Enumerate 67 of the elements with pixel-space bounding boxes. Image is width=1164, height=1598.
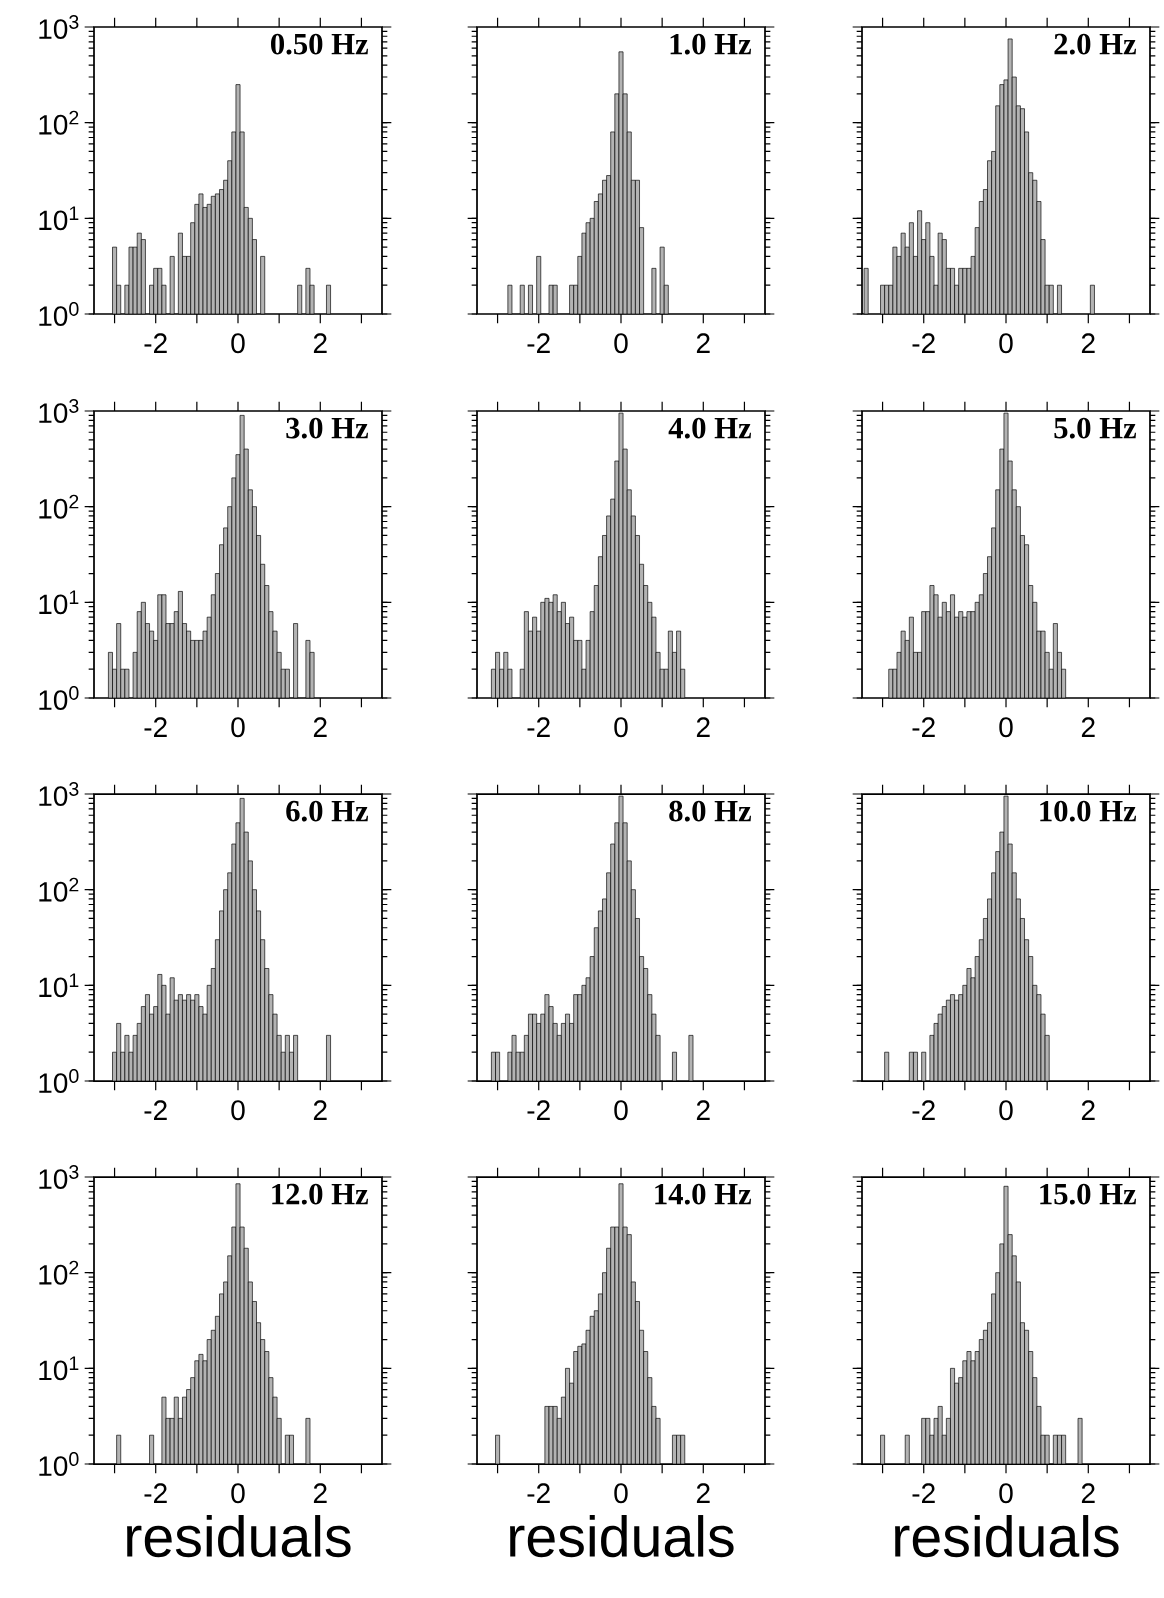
x-axis-title: residuals	[895, 1515, 1119, 1558]
x-tick-label: 0	[999, 333, 1013, 354]
x-tick-label: 2	[313, 333, 327, 353]
x-tick-label: -2	[912, 333, 935, 353]
y-tick-label: 10$^{0}$	[39, 1452, 79, 1477]
x-tick-label: 2	[696, 1483, 710, 1503]
x-tick-label: -2	[912, 717, 935, 737]
x-tick-label: 0	[231, 717, 245, 738]
chart-title: 10.0 Hz	[1040, 800, 1136, 822]
y-tick-label: 10$^{0}$	[39, 1069, 79, 1093]
x-tick-label: 2	[696, 333, 710, 353]
x-tick-label: -2	[912, 1483, 935, 1503]
x-tick-label: 0	[231, 333, 245, 354]
chart-title: 1.0 Hz	[670, 33, 751, 55]
chart-title: 3.0 Hz	[286, 417, 368, 439]
chart-title: 15.0 Hz	[1040, 1183, 1136, 1205]
x-tick-label: -2	[912, 1100, 935, 1120]
y-tick-label: 10$^{1}$	[39, 1356, 79, 1381]
chart-title: 14.0 Hz	[655, 1183, 751, 1205]
chart-title: 4.0 Hz	[668, 417, 751, 439]
x-tick-label: 0	[999, 1100, 1013, 1121]
x-tick-label: -2	[527, 717, 550, 737]
y-tick-label: 10$^{0}$	[39, 302, 79, 326]
y-tick-label: 10$^{2}$	[39, 877, 79, 902]
y-tick-label: 10$^{3}$	[39, 782, 79, 807]
y-tick-label: 10$^{1}$	[39, 590, 79, 615]
x-tick-label: 2	[1081, 1100, 1095, 1120]
x-tick-label: 2	[313, 1483, 327, 1503]
x-tick-label: 0	[614, 333, 628, 354]
y-tick-label: 10$^{1}$	[39, 206, 79, 231]
x-tick-label: 2	[1081, 1483, 1095, 1503]
x-tick-label: 2	[1081, 333, 1095, 353]
x-tick-label: 2	[313, 717, 327, 737]
x-tick-label: -2	[144, 333, 167, 353]
x-axis-title: residuals	[127, 1515, 351, 1558]
x-tick-label: -2	[527, 1100, 550, 1120]
x-tick-label: 2	[696, 1100, 710, 1120]
y-tick-label: 10$^{3}$	[39, 399, 79, 423]
x-tick-label: -2	[527, 333, 550, 353]
chart-title: 0.50 Hz	[271, 33, 368, 55]
x-tick-label: 2	[1081, 717, 1095, 737]
y-tick-label: 10$^{3}$	[39, 1165, 79, 1190]
x-tick-label: -2	[144, 1483, 167, 1503]
chart-title: 2.0 Hz	[1054, 33, 1136, 55]
x-tick-label: 0	[999, 717, 1013, 738]
x-tick-label: 0	[231, 1483, 245, 1504]
chart-title: 12.0 Hz	[272, 1183, 368, 1205]
x-tick-label: -2	[144, 1100, 167, 1120]
y-tick-label: 10$^{2}$	[39, 110, 79, 135]
x-tick-label: 2	[696, 717, 710, 737]
x-tick-label: 2	[313, 1100, 327, 1120]
y-tick-label: 10$^{0}$	[39, 686, 79, 710]
chart-title: 8.0 Hz	[669, 800, 751, 822]
x-tick-label: 0	[999, 1483, 1013, 1504]
y-tick-label: 10$^{3}$	[39, 15, 79, 39]
x-axis-title: residuals	[510, 1515, 734, 1558]
x-tick-label: 0	[231, 1100, 245, 1121]
x-tick-label: 0	[614, 717, 628, 738]
chart-title: 6.0 Hz	[286, 800, 368, 822]
x-tick-label: 0	[614, 1100, 628, 1121]
chart-title: 5.0 Hz	[1054, 417, 1136, 439]
y-tick-label: 10$^{2}$	[39, 1260, 79, 1285]
x-tick-label: 0	[614, 1483, 628, 1504]
y-tick-label: 10$^{1}$	[39, 973, 79, 998]
x-tick-label: -2	[527, 1483, 550, 1503]
x-tick-label: -2	[144, 717, 167, 737]
y-tick-label: 10$^{2}$	[39, 494, 79, 519]
